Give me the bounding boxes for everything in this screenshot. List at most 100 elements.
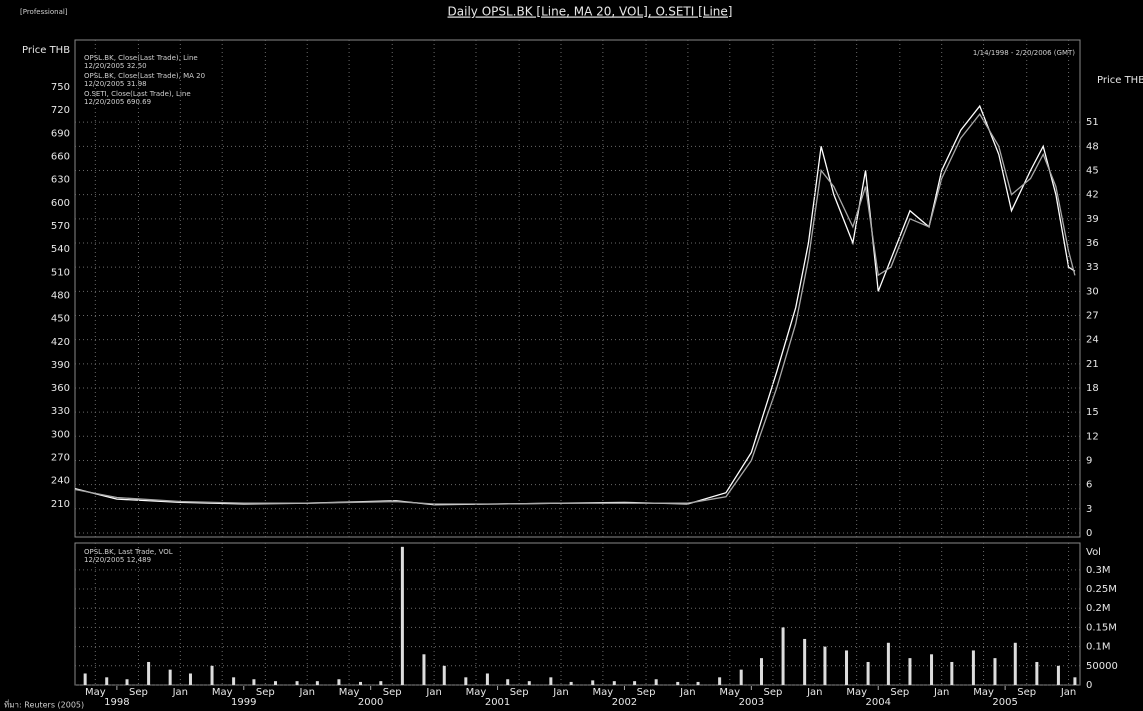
volume-panel — [74, 542, 1081, 686]
y-tick-label: 270 — [51, 453, 70, 464]
y-tick-label: 330 — [51, 406, 70, 417]
volume-bar — [739, 669, 743, 685]
year-label: 2005 — [992, 697, 1017, 708]
legend-name: OPSL.BK, Close(Last Trade), Line — [84, 54, 198, 62]
year-label: 2002 — [612, 697, 637, 708]
date-range: 1/14/1998 - 2/20/2006 (GMT) — [973, 49, 1075, 57]
corner-label: [Professional] — [20, 8, 68, 16]
y-tick-label: 660 — [51, 152, 70, 163]
volume-bar — [485, 673, 489, 685]
y2-tick-label: 36 — [1086, 238, 1099, 249]
x-tick-label: May — [846, 687, 867, 698]
x-tick-label: Jan — [679, 687, 695, 698]
y2-tick-label: 6 — [1086, 480, 1092, 491]
y-tick-label: 0.1M — [1086, 642, 1111, 653]
y-tick-label: 570 — [51, 221, 70, 232]
y-tick-label: 0.25M — [1086, 584, 1117, 595]
volume-bar — [315, 681, 319, 685]
y-tick-label: 420 — [51, 337, 70, 348]
x-tick-label: Sep — [256, 687, 275, 698]
x-tick-label: Jan — [806, 687, 822, 698]
y-tick-label: 690 — [51, 128, 70, 139]
x-tick-label: May — [973, 687, 994, 698]
volume-bar — [908, 658, 912, 685]
y-tick-label: 210 — [51, 499, 70, 510]
x-tick-label: Jan — [425, 687, 441, 698]
y-tick-label: 480 — [51, 290, 70, 301]
y2-tick-label: 45 — [1086, 165, 1099, 176]
volume-bar — [654, 679, 658, 685]
volume-bar — [633, 681, 637, 685]
volume-bar — [295, 681, 299, 685]
x-tick-label: Jan — [1060, 687, 1076, 698]
y2-tick-label: 42 — [1086, 190, 1099, 201]
x-tick-label: Sep — [129, 687, 148, 698]
y2-tick-label: 27 — [1086, 310, 1099, 321]
volume-bar — [464, 677, 468, 685]
y-tick-label: 450 — [51, 314, 70, 325]
y2-axis-label: Price THB — [1097, 75, 1143, 86]
legend-name: O.SETI, Close(Last Trade), Line — [84, 90, 191, 98]
volume-bar — [971, 650, 975, 685]
y2-tick-label: 0 — [1086, 528, 1092, 539]
y2-tick-label: 39 — [1086, 214, 1099, 225]
y-tick-label: 390 — [51, 360, 70, 371]
volume-bar — [930, 654, 934, 685]
year-label: 2001 — [485, 697, 510, 708]
volume-bar — [845, 650, 849, 685]
y2-tick-label: 51 — [1086, 117, 1099, 128]
y-tick-label: 540 — [51, 244, 70, 255]
y-tick-label: 50000 — [1086, 661, 1118, 672]
volume-bar — [168, 669, 172, 685]
caption: ที่มา: Reuters (2005) — [4, 699, 84, 710]
volume-bar — [1013, 642, 1017, 685]
y-tick-label: 0.15M — [1086, 622, 1117, 633]
volume-bar — [781, 627, 785, 685]
volume-bar — [422, 654, 426, 685]
legend-name: OPSL.BK, Last Trade, VOL — [84, 548, 173, 556]
legend-name: OPSL.BK, Close(Last Trade), MA 20 — [84, 72, 205, 80]
chart-title: Daily OPSL.BK [Line, MA 20, VOL], O.SETI… — [448, 5, 733, 19]
volume-bar — [549, 677, 553, 685]
volume-bar — [676, 681, 680, 685]
volume-bar — [591, 680, 595, 685]
y-tick-label: 600 — [51, 198, 70, 209]
y-tick-label: 360 — [51, 383, 70, 394]
y2-tick-label: 30 — [1086, 286, 1099, 297]
x-tick-label: Jan — [933, 687, 949, 698]
y2-tick-label: 15 — [1086, 407, 1099, 418]
volume-bar — [803, 638, 807, 685]
y-tick-label: 0.2M — [1086, 603, 1111, 614]
volume-bar — [612, 681, 616, 685]
y2-tick-label: 24 — [1086, 335, 1099, 346]
volume-bar — [147, 661, 151, 685]
volume-bar — [1073, 677, 1077, 685]
volume-bar — [886, 642, 890, 685]
volume-bar — [442, 665, 446, 685]
price-line — [74, 112, 1076, 505]
y2-tick-label: 33 — [1086, 262, 1099, 273]
year-label: 2003 — [739, 697, 764, 708]
volume-bar — [1056, 665, 1060, 685]
y-tick-label: 750 — [51, 82, 70, 93]
x-tick-label: Jan — [172, 687, 188, 698]
x-tick-label: Sep — [890, 687, 909, 698]
legend-detail: 12/20/2005 31.98 — [84, 80, 147, 88]
x-tick-label: May — [212, 687, 233, 698]
x-tick-label: May — [593, 687, 614, 698]
volume-bar — [105, 677, 109, 685]
y2-tick-label: 12 — [1086, 431, 1099, 442]
volume-bar — [506, 679, 510, 685]
volume-bar — [527, 681, 531, 685]
x-tick-label: Sep — [637, 687, 656, 698]
year-label: 2004 — [866, 697, 891, 708]
volume-bar — [950, 661, 954, 685]
y-tick-label: 240 — [51, 476, 70, 487]
y-tick-label: 0.3M — [1086, 565, 1111, 576]
volume-bar — [125, 679, 129, 685]
y-tick-label: 300 — [51, 429, 70, 440]
volume-bar — [359, 681, 363, 685]
volume-bar — [400, 546, 404, 685]
y-tick-label: 510 — [51, 267, 70, 278]
